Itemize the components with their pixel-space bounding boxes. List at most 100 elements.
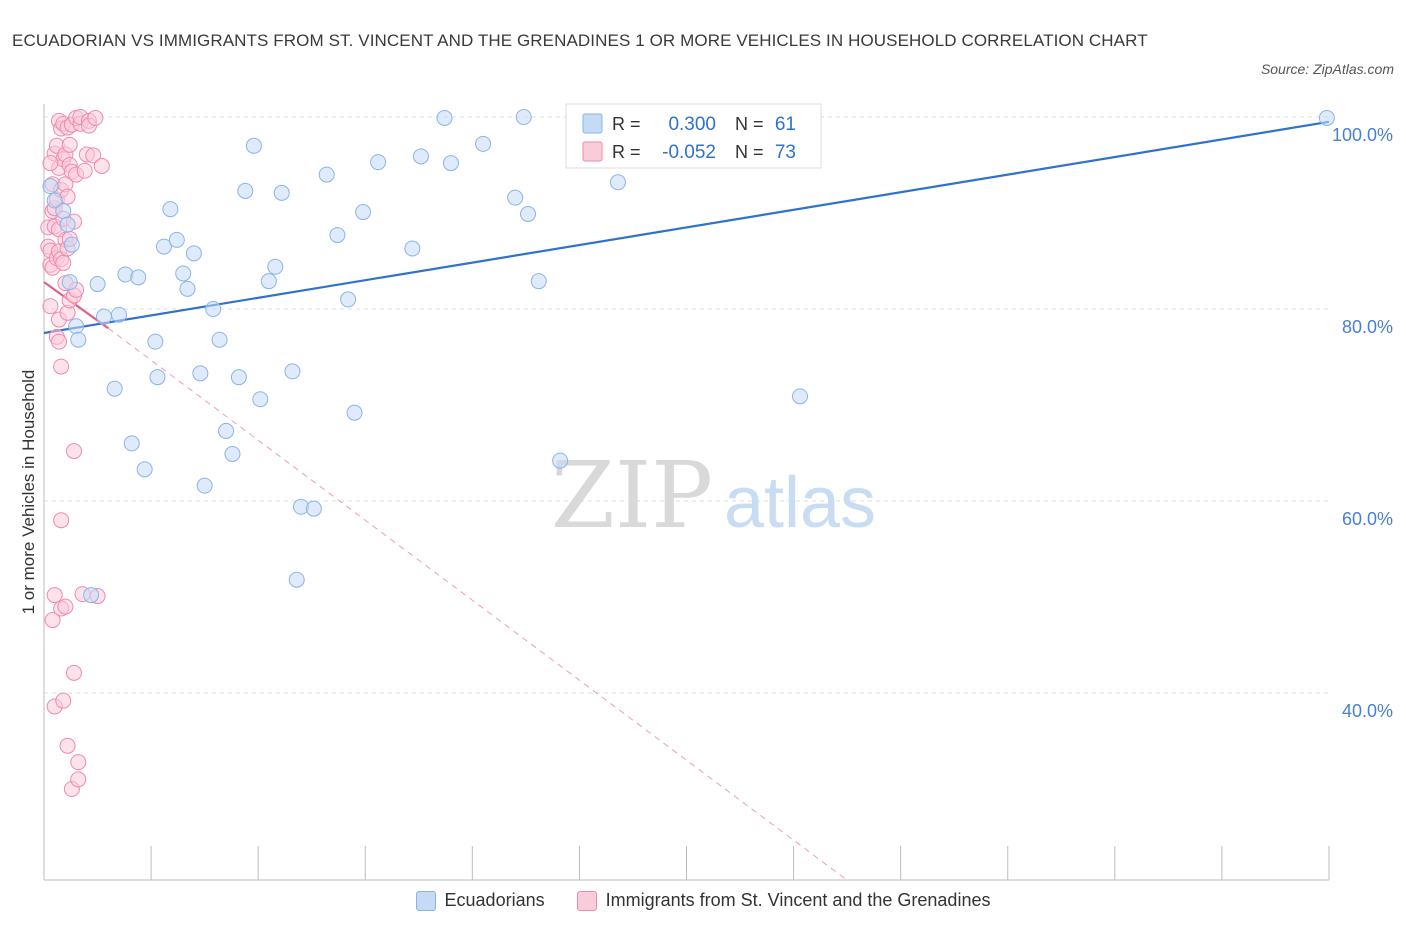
point-ecuadorians (59, 216, 76, 233)
legend-label-ecuadorians: Ecuadorians (444, 890, 545, 910)
point-ecuadorians (288, 571, 305, 588)
axes: 40.0%60.0%80.0%100.0%0.0%60.0% (43, 104, 1393, 881)
point-ecuadorians (442, 155, 459, 172)
trend-line-immigrants-extended (107, 327, 848, 881)
watermark-zip: ZIP (551, 442, 713, 549)
point-immigrants (76, 162, 93, 179)
point-immigrants (53, 512, 70, 529)
point-ecuadorians (237, 182, 254, 199)
watermark: ZIP atlas (551, 442, 876, 549)
point-immigrants (55, 254, 72, 271)
point-immigrants (85, 147, 102, 164)
legend-item-immigrants[interactable]: Immigrants from St. Vincent and the Gren… (576, 890, 991, 911)
point-ecuadorians (507, 189, 524, 206)
point-immigrants (50, 333, 67, 350)
chart-legend: Ecuadorians Immigrants from St. Vincent … (0, 890, 1406, 911)
point-ecuadorians (530, 273, 547, 290)
data-points (40, 109, 1335, 797)
watermark-atlas: atlas (724, 463, 876, 543)
source-label: Source: ZipAtlas.com (1260, 61, 1394, 77)
scatter-chart: ZIP atlas 40.0%60.0%80.0%100.0%0.0%60.0%… (19, 103, 1393, 881)
point-ecuadorians (42, 178, 59, 195)
point-ecuadorians (123, 435, 140, 452)
legend-swatch-blue (415, 890, 436, 911)
point-ecuadorians (284, 363, 301, 380)
point-immigrants (57, 598, 74, 615)
stats-n-label-1: N = (735, 114, 764, 134)
point-ecuadorians (155, 238, 172, 255)
point-ecuadorians (63, 236, 80, 253)
stats-r-value-2: -0.052 (662, 142, 716, 163)
point-ecuadorians (230, 369, 247, 386)
point-ecuadorians (110, 306, 127, 323)
gridlines (44, 116, 1329, 694)
stats-box-frame (565, 103, 822, 169)
point-ecuadorians (130, 269, 147, 286)
point-ecuadorians (404, 240, 421, 257)
point-immigrants (44, 612, 61, 629)
stats-r-value-1: 0.300 (668, 114, 716, 135)
point-ecuadorians (106, 380, 123, 397)
point-ecuadorians (179, 280, 196, 297)
point-ecuadorians (273, 184, 290, 201)
point-ecuadorians (329, 227, 346, 244)
point-ecuadorians (196, 477, 213, 494)
point-ecuadorians (412, 148, 429, 165)
point-ecuadorians (436, 109, 453, 126)
point-ecuadorians (83, 587, 100, 604)
point-ecuadorians (218, 422, 235, 439)
stats-box: R = 0.300 N = 61 R = -0.052 N = 73 (565, 103, 822, 169)
point-ecuadorians (340, 291, 357, 308)
point-ecuadorians (162, 201, 179, 218)
point-ecuadorians (68, 318, 85, 335)
point-immigrants (61, 136, 78, 153)
point-ecuadorians (168, 231, 185, 248)
stats-r-label-2: R = (612, 142, 641, 162)
point-ecuadorians (305, 500, 322, 517)
point-ecuadorians (149, 369, 166, 386)
point-immigrants (87, 109, 104, 126)
point-immigrants (55, 692, 72, 709)
legend-label-immigrants: Immigrants from St. Vincent and the Gren… (605, 890, 991, 910)
point-ecuadorians (252, 391, 269, 408)
stats-swatch-pink (582, 141, 603, 162)
stats-n-label-2: N = (735, 142, 764, 162)
point-ecuadorians (267, 258, 284, 275)
y-tick-label: 100.0% (1332, 125, 1393, 145)
point-ecuadorians (370, 154, 387, 171)
point-ecuadorians (792, 388, 809, 405)
point-ecuadorians (355, 204, 372, 221)
point-ecuadorians (89, 276, 106, 293)
point-ecuadorians (70, 331, 87, 348)
point-immigrants (42, 298, 59, 315)
point-ecuadorians (46, 192, 63, 209)
point-ecuadorians (185, 245, 202, 262)
legend-swatch-pink (576, 890, 597, 911)
point-ecuadorians (552, 452, 569, 469)
y-tick-label: 60.0% (1342, 509, 1393, 529)
point-immigrants (93, 157, 110, 174)
point-immigrants (65, 664, 82, 681)
point-immigrants (70, 754, 87, 771)
stats-swatch-blue (582, 113, 603, 134)
stats-r-label-1: R = (612, 114, 641, 134)
point-ecuadorians (515, 109, 532, 125)
point-ecuadorians (224, 445, 241, 462)
point-ecuadorians (475, 135, 492, 152)
point-ecuadorians (245, 137, 262, 154)
chart-title: ECUADORIAN VS IMMIGRANTS FROM ST. VINCEN… (12, 31, 1148, 50)
point-ecuadorians (346, 404, 363, 421)
point-immigrants (46, 587, 63, 604)
stats-n-value-1: 61 (775, 114, 796, 135)
stats-n-value-2: 73 (775, 142, 796, 163)
point-ecuadorians (609, 174, 626, 191)
point-ecuadorians (260, 273, 277, 290)
legend-item-ecuadorians[interactable]: Ecuadorians (415, 890, 545, 911)
y-tick-label: 40.0% (1342, 701, 1393, 721)
y-tick-label: 80.0% (1342, 317, 1393, 337)
y-axis-label: 1 or more Vehicles in Household (19, 370, 38, 615)
point-ecuadorians (211, 331, 228, 348)
point-ecuadorians (61, 274, 78, 291)
point-immigrants (70, 771, 87, 788)
point-immigrants (42, 155, 59, 172)
